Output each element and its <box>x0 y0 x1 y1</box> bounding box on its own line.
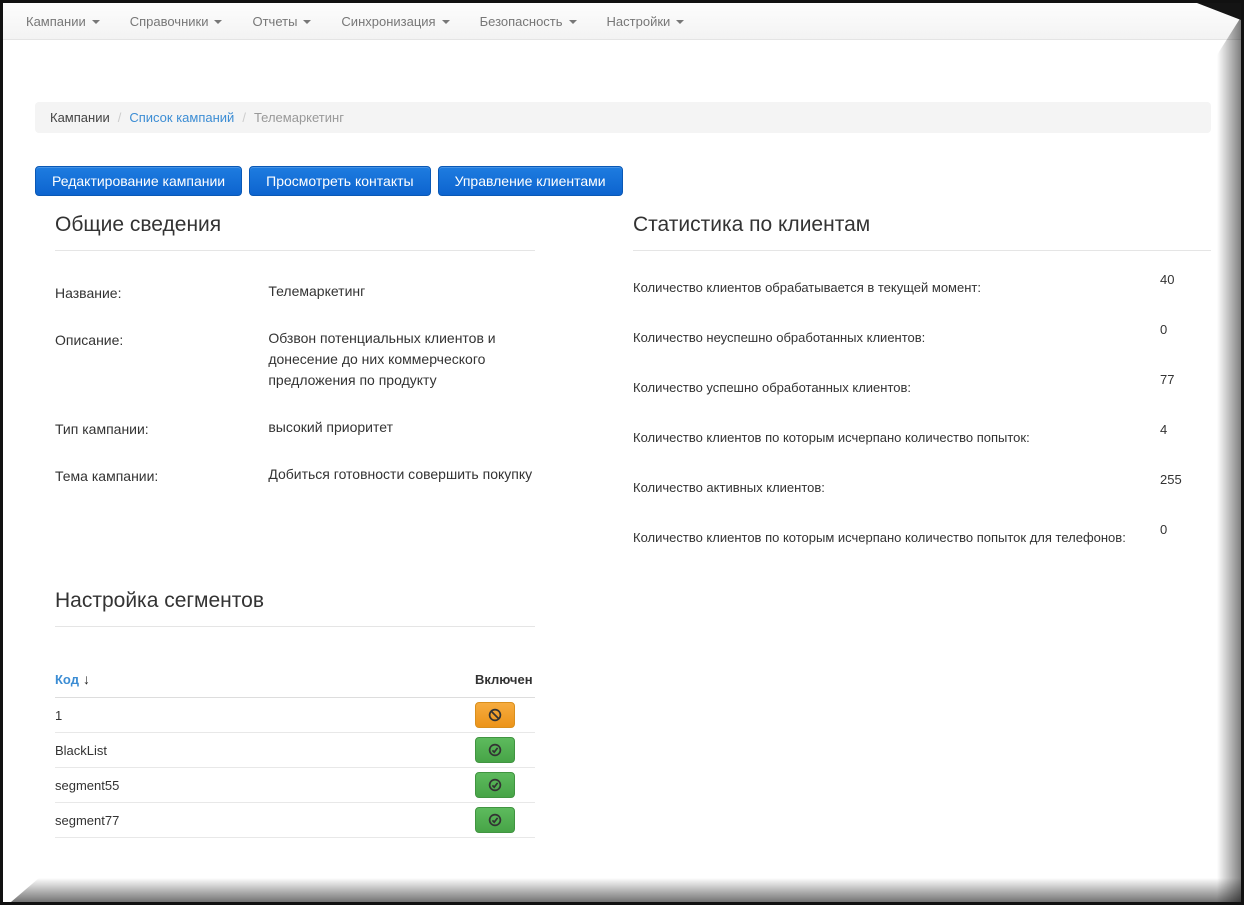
stat-label: Количество неуспешно обработанных клиент… <box>633 330 926 345</box>
breadcrumb-link-campaign-list[interactable]: Список кампаний <box>129 110 235 125</box>
segment-toggle-disabled-button[interactable] <box>475 702 515 728</box>
field-row-campaign-theme: Тема кампании: Добиться готовности совер… <box>55 466 535 485</box>
stat-value: 0 <box>1160 522 1168 537</box>
segment-code-cell: 1 <box>55 697 475 733</box>
field-row-description: Описание: Обзвон потенциальных клиентов … <box>55 330 535 391</box>
column-header-code: Код ↓ <box>55 671 475 698</box>
client-stats-list: Количество клиентов обрабатывается в тек… <box>633 272 1211 579</box>
nav-item-synchronization[interactable]: Синхронизация <box>326 3 464 39</box>
nav-item-label: Безопасность <box>479 13 563 29</box>
nav-item-directories[interactable]: Справочники <box>115 3 238 39</box>
field-value: высокий приоритет <box>268 419 393 435</box>
client-stats-section: Статистика по клиентам Количество клиент… <box>633 213 1211 579</box>
nav-item-label: Справочники <box>129 13 209 29</box>
stat-value: 40 <box>1160 272 1175 287</box>
field-row-campaign-type: Тип кампании: высокий приоритет <box>55 419 535 438</box>
sort-by-code-link[interactable]: Код <box>55 672 79 687</box>
view-contacts-button[interactable]: Просмотреть контакты <box>249 166 431 196</box>
manage-clients-button[interactable]: Управление клиентами <box>437 166 623 196</box>
field-row-name: Название: Телемаркетинг <box>55 283 535 302</box>
segment-toggle-enabled-button[interactable] <box>475 807 515 833</box>
segment-code-cell: BlackList <box>55 732 475 768</box>
two-column-layout: Общие сведения Название: Телемаркетинг О… <box>35 213 1211 579</box>
nav-item-settings[interactable]: Настройки <box>592 3 700 39</box>
stat-label: Количество клиентов обрабатывается в тек… <box>633 280 981 295</box>
stat-value: 0 <box>1160 322 1168 337</box>
nav-item-reports[interactable]: Отчеты <box>237 3 326 39</box>
edit-campaign-button[interactable]: Редактирование кампании <box>35 166 243 196</box>
table-row: segment55 <box>55 767 535 803</box>
field-value: Добиться готовности совершить покупку <box>268 466 533 482</box>
ban-circle-icon <box>487 707 503 723</box>
nav-item-label: Кампании <box>26 13 86 29</box>
field-value: Телемаркетинг <box>268 283 366 299</box>
action-buttons: Редактирование кампании Просмотреть конт… <box>35 166 1211 196</box>
stat-value: 4 <box>1160 422 1168 437</box>
client-stats-title: Статистика по клиентам <box>633 213 1211 251</box>
column-header-enabled: Включен <box>475 671 535 698</box>
general-info-title: Общие сведения <box>55 213 535 251</box>
breadcrumb-separator: / <box>117 110 122 125</box>
chevron-down-icon <box>441 20 450 24</box>
segments-header-row: Код ↓ Включен <box>55 671 535 698</box>
segments-section: Настройка сегментов Код ↓ Включен 1 <box>55 589 535 838</box>
stat-row-unsuccessful: Количество неуспешно обработанных клиент… <box>633 322 1211 379</box>
nav-item-label: Настройки <box>606 13 671 29</box>
breadcrumb-separator: / <box>242 110 246 125</box>
field-label: Тип кампании: <box>55 421 149 437</box>
page-content: Кампании / Список кампаний / Телемаркети… <box>3 102 1241 838</box>
stat-value: 255 <box>1160 472 1182 487</box>
segment-code-cell: segment77 <box>55 802 475 838</box>
segments-table: Код ↓ Включен 1 <box>55 671 535 838</box>
stat-value: 77 <box>1160 372 1175 387</box>
stat-label: Количество активных клиентов: <box>633 480 825 495</box>
nav-item-label: Отчеты <box>252 13 298 29</box>
chevron-down-icon <box>568 20 577 24</box>
table-row: segment77 <box>55 802 535 838</box>
segment-code-cell: segment55 <box>55 767 475 803</box>
segment-toggle-enabled-button[interactable] <box>475 772 515 798</box>
nav-item-campaigns[interactable]: Кампании <box>11 3 115 39</box>
stat-row-successful: Количество успешно обработанных клиентов… <box>633 372 1211 429</box>
segment-toggle-enabled-button[interactable] <box>475 737 515 763</box>
stat-label: Количество клиентов по которым исчерпано… <box>633 430 1030 445</box>
nav-item-security[interactable]: Безопасность <box>465 3 592 39</box>
field-label: Название: <box>55 285 122 301</box>
table-row: 1 <box>55 697 535 733</box>
main-navbar: Кампании Справочники Отчеты Синхронизаци… <box>3 3 1241 40</box>
chevron-down-icon <box>91 20 100 24</box>
stat-row-processing-now: Количество клиентов обрабатывается в тек… <box>633 272 1211 329</box>
general-info-section: Общие сведения Название: Телемаркетинг О… <box>55 213 535 515</box>
frame-shadow-bottom <box>11 878 1241 902</box>
general-info-fields: Название: Телемаркетинг Описание: Обзвон… <box>55 283 535 485</box>
sort-descending-icon: ↓ <box>82 671 90 687</box>
breadcrumb: Кампании / Список кампаний / Телемаркети… <box>35 102 1211 133</box>
stat-label: Количество успешно обработанных клиентов… <box>633 380 912 395</box>
chevron-down-icon <box>303 20 312 24</box>
chevron-down-icon <box>214 20 223 24</box>
ok-circle-icon <box>487 742 503 758</box>
segments-title: Настройка сегментов <box>55 589 535 627</box>
stat-row-attempts-exhausted: Количество клиентов по которым исчерпано… <box>633 422 1211 479</box>
breadcrumb-item-campaigns: Кампании <box>50 110 110 125</box>
stat-label: Количество клиентов по которым исчерпано… <box>633 530 1126 545</box>
stat-row-phone-attempts-exhausted: Количество клиентов по которым исчерпано… <box>633 522 1211 579</box>
chevron-down-icon <box>676 20 685 24</box>
table-row: BlackList <box>55 732 535 768</box>
nav-item-label: Синхронизация <box>341 13 436 29</box>
ok-circle-icon <box>487 777 503 793</box>
ok-circle-icon <box>487 812 503 828</box>
field-value: Обзвон потенциальных клиентов и донесени… <box>268 330 496 388</box>
field-label: Тема кампании: <box>55 468 159 484</box>
breadcrumb-item-current: Телемаркетинг <box>253 110 344 125</box>
field-label: Описание: <box>55 332 124 348</box>
stat-row-active-clients: Количество активных клиентов: 255 <box>633 472 1211 529</box>
